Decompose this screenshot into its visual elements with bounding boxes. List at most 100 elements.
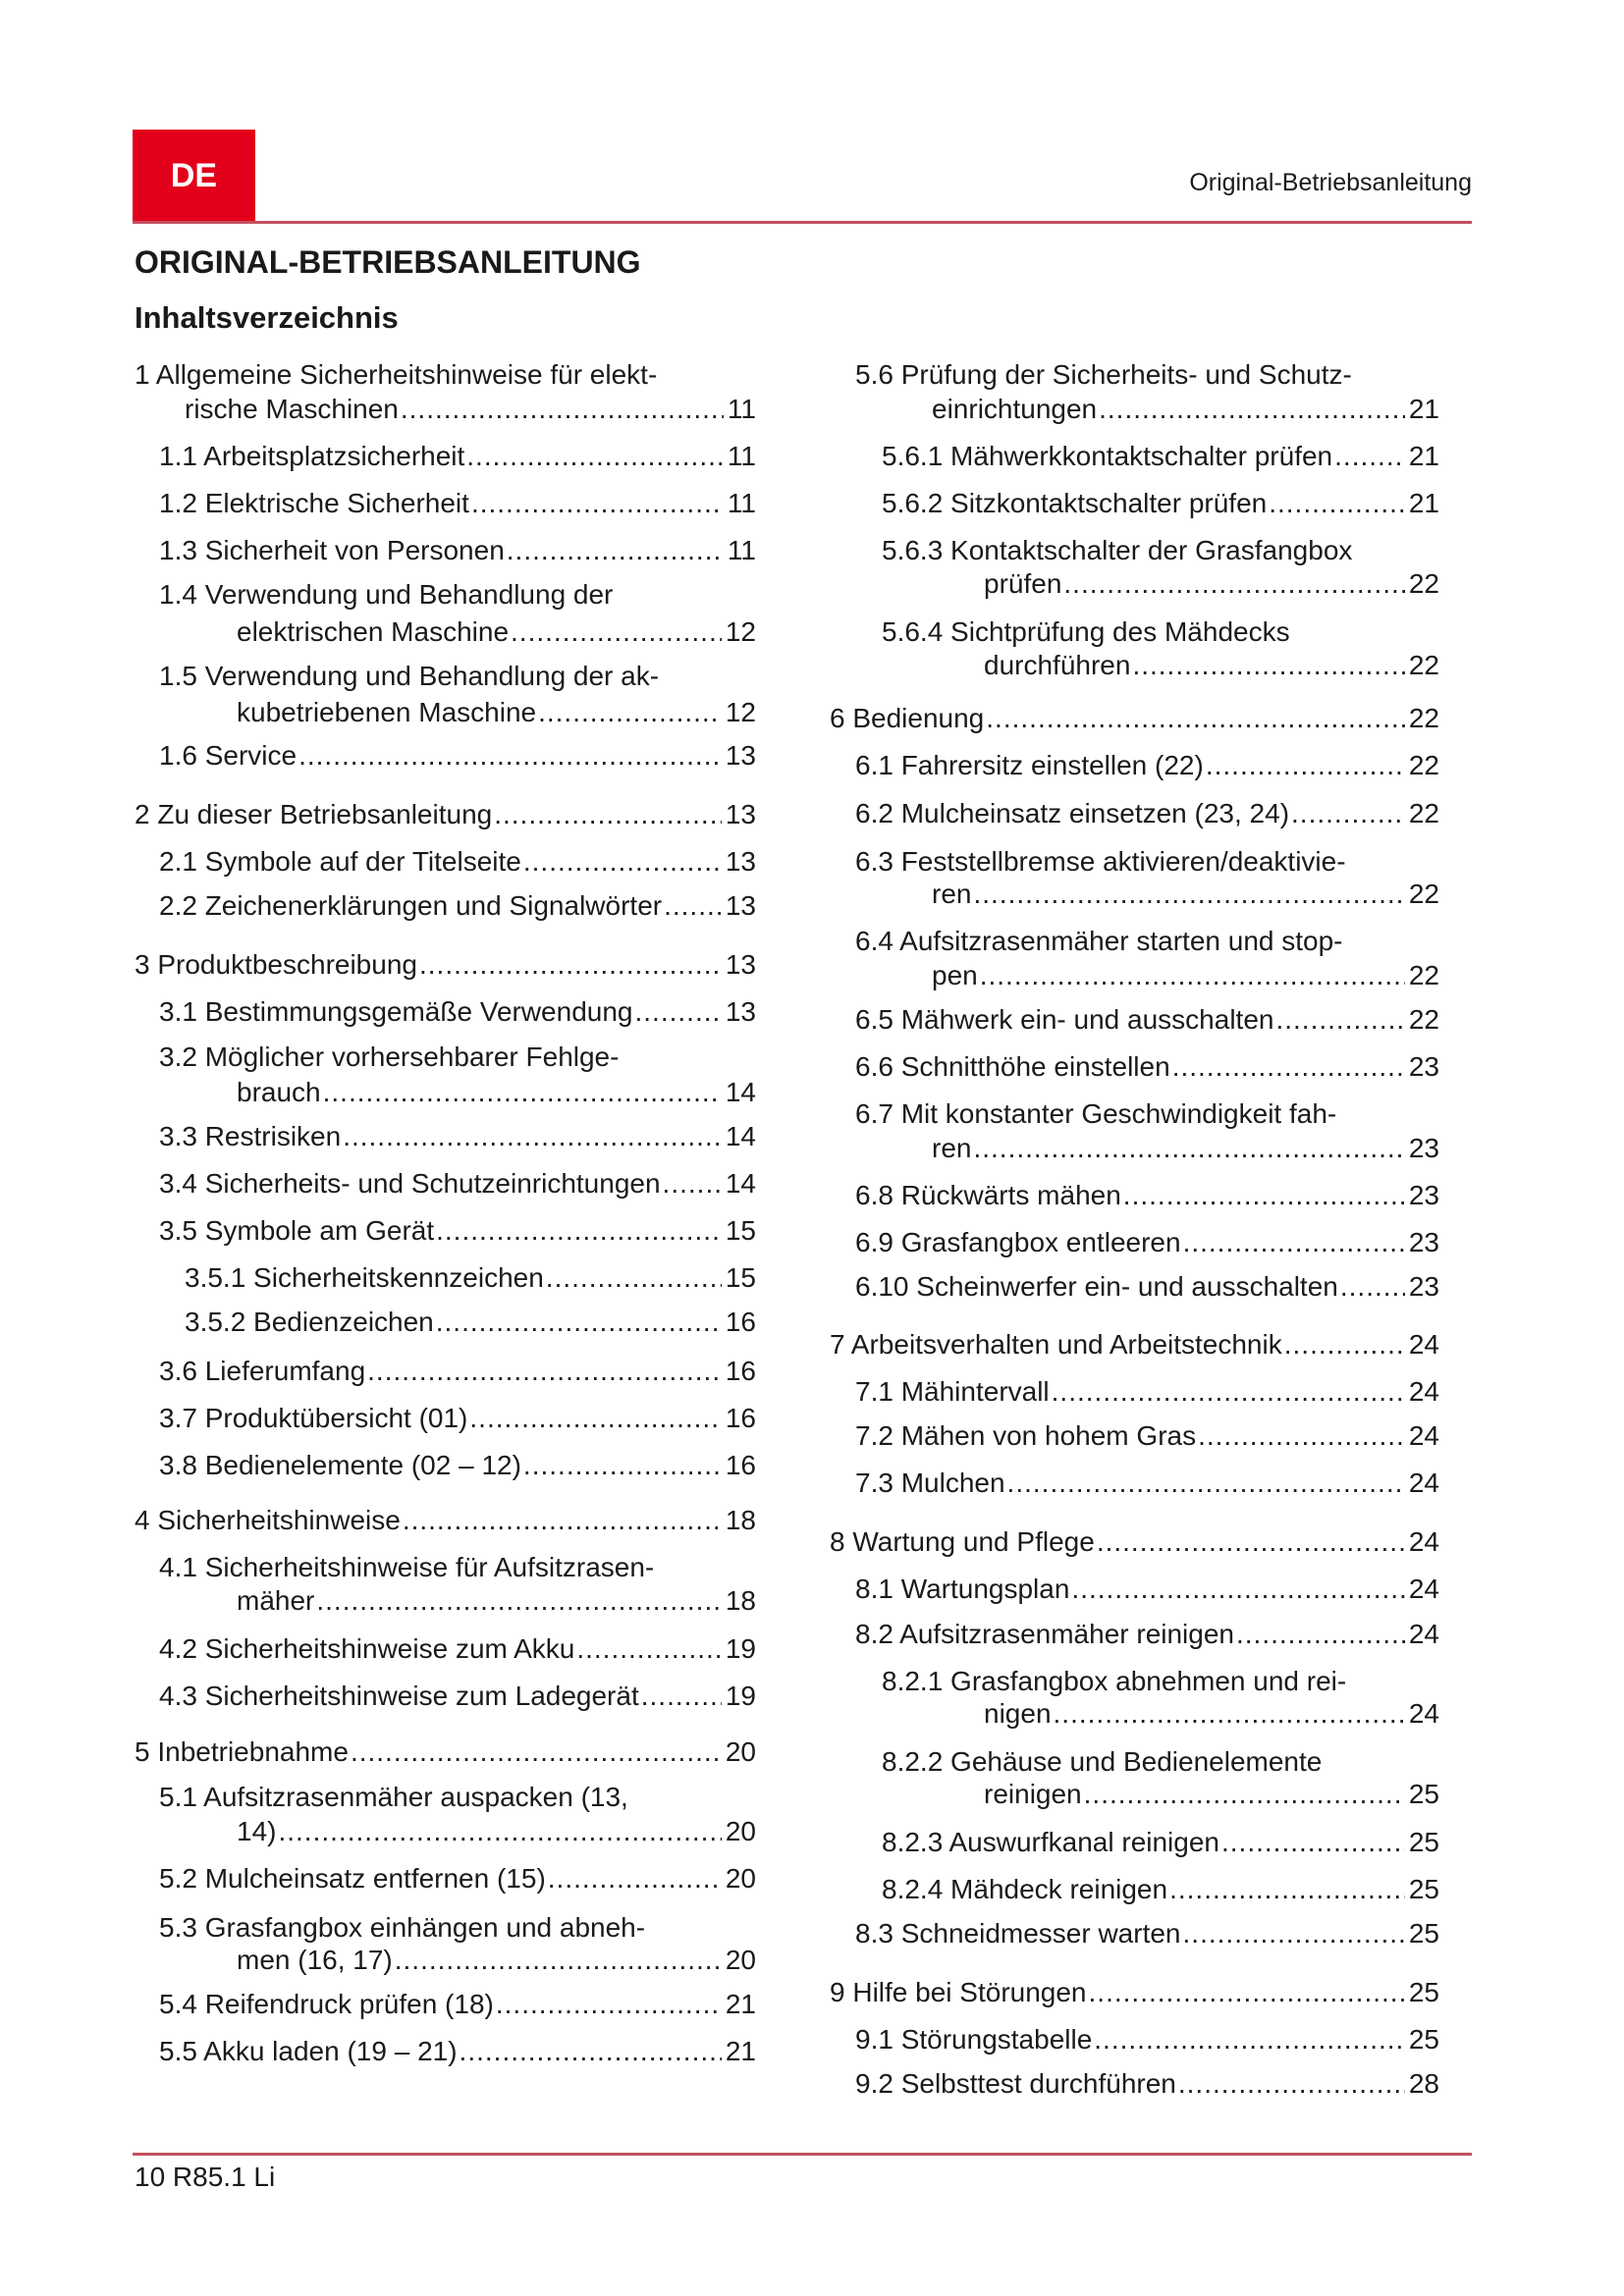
dot-leader: ........................................… [1198,1420,1405,1452]
toc-entry-title[interactable]: 6.4 Aufsitzrasenmäher starten und stop- [855,925,1343,958]
toc-entry-continuation[interactable]: pen.....................................… [932,959,1439,992]
toc-entry-text: 6.8 Rückwärts mähen [855,1179,1121,1210]
toc-entry-title[interactable]: 3.1 Bestimmungsgemäße Verwendung........… [159,995,756,1029]
toc-entry-text: 4.3 Sicherheitshinweise zum Ladegerät [159,1680,639,1711]
toc-entry-title[interactable]: 3.7 Produktübersicht (01)...............… [159,1402,756,1435]
dot-leader: ........................................… [350,1735,722,1767]
toc-entry-title[interactable]: 6.2 Mulcheinsatz einsetzen (23, 24).....… [855,797,1439,830]
toc-entry-title[interactable]: 6 Bedienung.............................… [830,702,1439,735]
dot-leader: ........................................… [1083,1779,1405,1810]
toc-entry-text: 8.1 Wartungsplan [855,1574,1070,1605]
toc-entry-title[interactable]: 2.2 Zeichenerklärungen und Signalwörter.… [159,889,756,923]
toc-entry-title[interactable]: 1.6 Service.............................… [159,739,756,773]
toc-entry-title[interactable]: 4 Sicherheitshinweise...................… [135,1504,756,1537]
toc-entry-title[interactable]: 5.5 Akku laden (19 – 21)................… [159,2035,756,2068]
dot-leader: ........................................… [1053,1697,1405,1729]
toc-entry-text: 5.6 Prüfung der Sicherheits- und Schutz- [855,358,1352,390]
toc-entry-continuation[interactable]: durchführen.............................… [984,649,1439,682]
toc-page-number: 12 [725,697,756,728]
toc-entry-continuation[interactable]: kubetriebenen Maschine..................… [237,696,756,729]
toc-entry-continuation[interactable]: rische Maschinen........................… [185,393,756,426]
toc-entry-title[interactable]: 4.2 Sicherheitshinweise zum Akku........… [159,1632,756,1666]
toc-page-number: 25 [1408,2024,1439,2056]
toc-entry-title[interactable]: 7 Arbeitsverhalten und Arbeitstechnik...… [830,1328,1439,1362]
toc-entry-title[interactable]: 8.2.1 Grasfangbox abnehmen und rei- [882,1665,1346,1698]
toc-page-number: 23 [1408,1179,1439,1210]
toc-entry-title[interactable]: 1 Allgemeine Sicherheitshinweise für ele… [135,358,657,392]
toc-entry-title[interactable]: 6.10 Scheinwerfer ein- und ausschalten..… [855,1270,1439,1304]
toc-entry-title[interactable]: 3.3 Restrisiken.........................… [159,1120,756,1153]
toc-entry-title[interactable]: 9 Hilfe bei Störungen...................… [830,1976,1439,2009]
toc-entry-title[interactable]: 3 Produktbeschreibung...................… [135,948,756,982]
toc-entry-title[interactable]: 5.6.1 Mähwerkkontaktschalter prüfen.....… [882,440,1439,473]
toc-entry-continuation[interactable]: einrichtungen...........................… [932,393,1439,426]
toc-entry-title[interactable]: 5.2 Mulcheinsatz entfernen (15).........… [159,1862,756,1896]
toc-entry-continuation[interactable]: ren.....................................… [932,878,1439,911]
toc-entry-text: 7.2 Mähen von hohem Gras [855,1420,1197,1452]
toc-entry-title[interactable]: 5.6 Prüfung der Sicherheits- und Schutz- [855,358,1352,392]
dot-leader: ........................................… [634,996,722,1028]
toc-entry-title[interactable]: 8.2.2 Gehäuse und Bedienelemente [882,1745,1322,1779]
toc-entry-title[interactable]: 1.4 Verwendung und Behandlung der [159,578,613,612]
dot-leader: ........................................… [1182,1227,1405,1258]
toc-entry-text: 5.4 Reifendruck prüfen (18) [159,1988,494,2019]
toc-entry-title[interactable]: 1.5 Verwendung und Behandlung der ak- [159,660,659,693]
toc-entry-title[interactable]: 9.2 Selbsttest durchführen..............… [855,2067,1439,2101]
toc-entry-title[interactable]: 6.9 Grasfangbox entleeren...............… [855,1226,1439,1259]
toc-entry-continuation[interactable]: 14).....................................… [237,1815,756,1848]
toc-entry-title[interactable]: 4.3 Sicherheitshinweise zum Ladegerät...… [159,1680,756,1713]
toc-entry-title[interactable]: 8.2.3 Auswurfkanal reinigen.............… [882,1826,1439,1859]
toc-entry-continuation[interactable]: nigen...................................… [984,1697,1439,1731]
toc-entry-text: 3.2 Möglicher vorhersehbarer Fehlge- [159,1041,620,1072]
toc-entry-title[interactable]: 6.8 Rückwärts mähen.....................… [855,1179,1439,1212]
toc-entry-title[interactable]: 1.2 Elektrische Sicherheit..............… [159,487,756,520]
toc-entry-title[interactable]: 3.5.2 Bedienzeichen.....................… [185,1306,756,1339]
toc-entry-title[interactable]: 4.1 Sicherheitshinweise für Aufsitzrasen… [159,1551,654,1584]
toc-entry-title[interactable]: 6.7 Mit konstanter Geschwindigkeit fah- [855,1097,1336,1131]
toc-entry-title[interactable]: 2.1 Symbole auf der Titelseite..........… [159,845,756,879]
toc-entry-title[interactable]: 1.3 Sicherheit von Personen.............… [159,534,756,567]
toc-entry-text: 5.6.1 Mähwerkkontaktschalter prüfen [882,440,1333,471]
dot-leader: ........................................… [1269,487,1405,518]
toc-entry-title[interactable]: 6.5 Mähwerk ein- und ausschalten........… [855,1003,1439,1037]
toc-entry-title[interactable]: 2 Zu dieser Betriebsanleitung...........… [135,798,756,831]
toc-entry-title[interactable]: 3.5.1 Sicherheitskennzeichen............… [185,1261,756,1295]
toc-entry-title[interactable]: 7.1 Mähintervall........................… [855,1375,1439,1409]
toc-entry-title[interactable]: 5.6.4 Sichtprüfung des Mähdecks [882,615,1290,649]
toc-entry-continuation[interactable]: brauch..................................… [237,1076,756,1109]
toc-entry-continuation[interactable]: elektrischen Maschine...................… [237,615,756,649]
toc-entry-title[interactable]: 3.2 Möglicher vorhersehbarer Fehlge- [159,1041,619,1074]
toc-entry-title[interactable]: 8 Wartung und Pflege....................… [830,1525,1439,1559]
toc-entry-title[interactable]: 1.1 Arbeitsplatzsicherheit..............… [159,440,756,473]
toc-entry-title[interactable]: 3.6 Lieferumfang........................… [159,1355,756,1388]
toc-entry-title[interactable]: 5.6.2 Sitzkontaktschalter prüfen........… [882,487,1439,520]
dot-leader: ........................................… [469,1402,721,1433]
toc-entry-title[interactable]: 8.3 Schneidmesser warten................… [855,1917,1439,1950]
toc-entry-title[interactable]: 5.1 Aufsitzrasenmäher auspacken (13, [159,1781,628,1814]
toc-entry-title[interactable]: 8.1 Wartungsplan........................… [855,1573,1439,1606]
toc-entry-title[interactable]: 5.3 Grasfangbox einhängen und abneh- [159,1911,645,1945]
toc-entry-title[interactable]: 5 Inbetriebnahme........................… [135,1735,756,1769]
toc-entry-title[interactable]: 5.6.3 Kontaktschalter der Grasfangbox [882,534,1352,567]
toc-entry-title[interactable]: 7.3 Mulchen.............................… [855,1467,1439,1500]
toc-entry-title[interactable]: 5.4 Reifendruck prüfen (18).............… [159,1988,756,2021]
toc-entry-title[interactable]: 3.5 Symbole am Gerät....................… [159,1214,756,1248]
toc-page-number: 22 [1408,879,1439,910]
toc-entry-title[interactable]: 6.6 Schnitthöhe einstellen..............… [855,1050,1439,1084]
toc-page-number: 19 [725,1632,756,1664]
toc-entry-title[interactable]: 9.1 Störungstabelle.....................… [855,2023,1439,2056]
toc-entry-title[interactable]: 7.2 Mähen von hohem Gras................… [855,1419,1439,1453]
toc-entry-title[interactable]: 6.1 Fahrersitz einstellen (22)..........… [855,749,1439,782]
toc-entry-continuation[interactable]: prüfen..................................… [984,567,1439,601]
toc-entry-continuation[interactable]: reinigen................................… [984,1778,1439,1811]
toc-entry-title[interactable]: 3.4 Sicherheits- und Schutzeinrichtungen… [159,1167,756,1201]
toc-entry-text: 3.8 Bedienelemente (02 – 12) [159,1450,521,1481]
toc-entry-continuation[interactable]: mäher...................................… [237,1584,756,1618]
toc-entry-title[interactable]: 3.8 Bedienelemente (02 – 12)............… [159,1449,756,1482]
toc-entry-title[interactable]: 8.2.4 Mähdeck reinigen..................… [882,1873,1439,1906]
toc-entry-title[interactable]: 6.3 Feststellbremse aktivieren/deaktivie… [855,845,1346,879]
toc-entry-title[interactable]: 8.2 Aufsitzrasenmäher reinigen..........… [855,1618,1439,1651]
toc-entry-continuation[interactable]: men (16, 17)............................… [237,1944,756,1977]
dot-leader: ........................................… [1006,1468,1405,1499]
toc-entry-continuation[interactable]: ren.....................................… [932,1132,1439,1165]
